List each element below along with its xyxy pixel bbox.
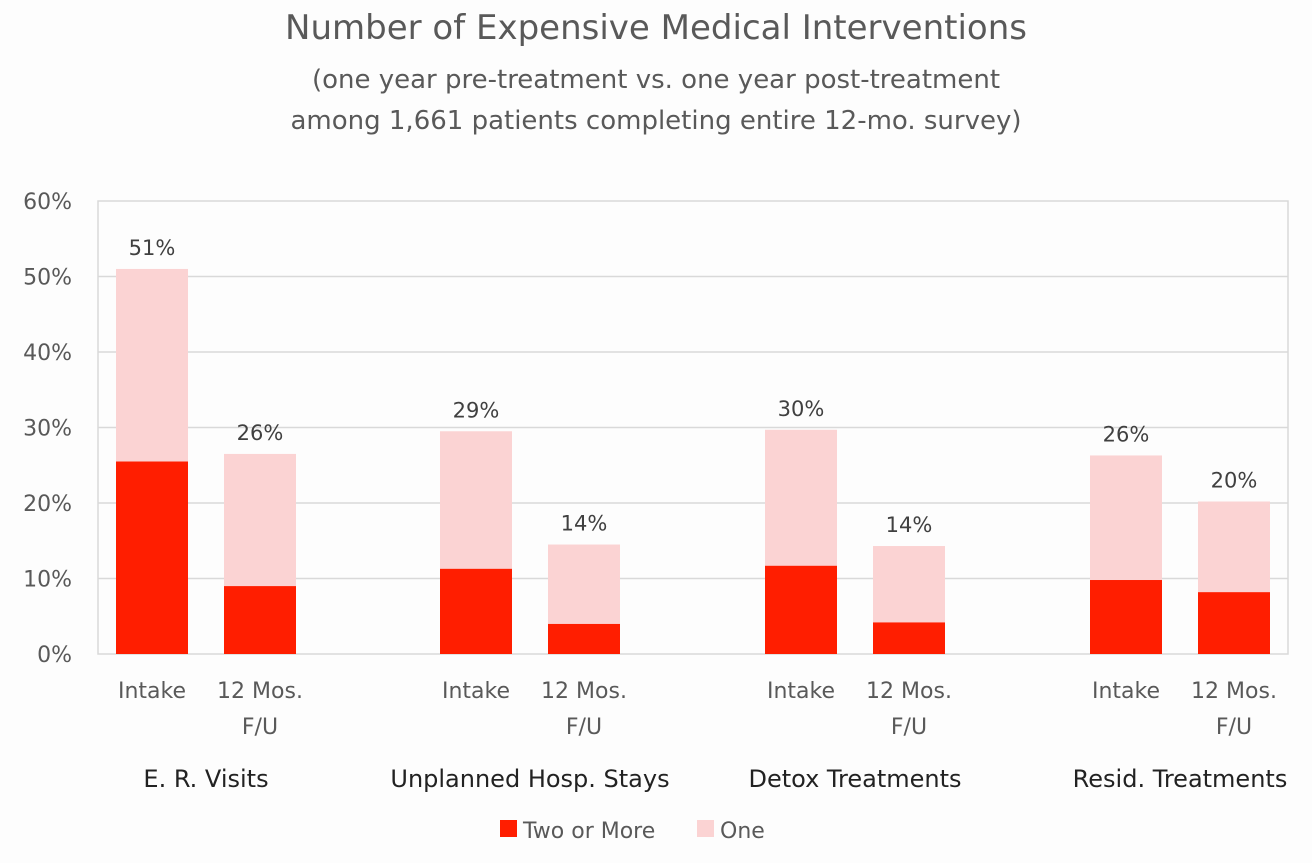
chart-subtitle-line-2: among 1,661 patients completing entire 1… xyxy=(290,106,1022,136)
data-label: 14% xyxy=(886,513,933,537)
legend-label-two-or-more: Two or More xyxy=(522,819,655,844)
bar-two-or-more xyxy=(765,565,837,654)
bar-two-or-more xyxy=(873,622,945,654)
x-category-label: Intake xyxy=(118,679,186,704)
legend-label-one: One xyxy=(720,819,765,844)
data-label: 20% xyxy=(1211,468,1258,492)
x-category-label: 12 Mos. xyxy=(541,679,627,704)
chart-subtitle-line-1: (one year pre-treatment vs. one year pos… xyxy=(311,65,1001,95)
x-category-label: 12 Mos. xyxy=(1191,679,1277,704)
bar-two-or-more xyxy=(1090,580,1162,654)
x-category-label: F/U xyxy=(242,715,278,740)
bar-two-or-more xyxy=(1198,592,1270,654)
group-label: E. R. Visits xyxy=(143,765,268,793)
x-category-label: 12 Mos. xyxy=(217,679,303,704)
x-category-label: F/U xyxy=(566,715,602,740)
y-tick-label: 20% xyxy=(23,492,72,517)
x-category-label: Intake xyxy=(442,679,510,704)
data-label: 30% xyxy=(778,397,825,421)
bar-one xyxy=(765,429,837,566)
x-category-label: 12 Mos. xyxy=(866,679,952,704)
bar-one xyxy=(440,431,512,569)
y-tick-label: 40% xyxy=(23,341,72,366)
data-label: 26% xyxy=(1103,422,1150,446)
chart-title: Number of Expensive Medical Intervention… xyxy=(285,8,1027,48)
bar-one xyxy=(116,268,188,462)
x-category-label: F/U xyxy=(1216,715,1252,740)
bar-one xyxy=(548,544,620,624)
bar-one xyxy=(1198,501,1270,593)
y-tick-label: 60% xyxy=(23,190,72,215)
data-label: 51% xyxy=(129,236,176,260)
x-category-label: Intake xyxy=(1092,679,1160,704)
bar-one xyxy=(224,453,296,587)
group-label: Detox Treatments xyxy=(748,765,961,793)
data-label: 29% xyxy=(453,398,500,422)
group-label: Unplanned Hosp. Stays xyxy=(390,765,669,793)
x-category-label: F/U xyxy=(891,715,927,740)
legend-swatch-two-or-more xyxy=(500,820,517,837)
group-label: Resid. Treatments xyxy=(1073,765,1288,793)
bar-two-or-more xyxy=(116,461,188,654)
y-tick-label: 10% xyxy=(23,568,72,593)
y-tick-label: 30% xyxy=(23,417,72,442)
bar-two-or-more xyxy=(440,568,512,654)
data-label: 14% xyxy=(561,512,608,536)
y-tick-label: 50% xyxy=(23,266,72,291)
legend-swatch-one xyxy=(697,820,714,837)
bar-two-or-more xyxy=(548,623,620,654)
y-tick-label: 0% xyxy=(37,643,72,668)
bar-one xyxy=(873,546,945,623)
x-category-label: Intake xyxy=(767,679,835,704)
bar-one xyxy=(1090,455,1162,581)
bar-two-or-more xyxy=(224,586,296,654)
data-label: 26% xyxy=(237,421,284,445)
